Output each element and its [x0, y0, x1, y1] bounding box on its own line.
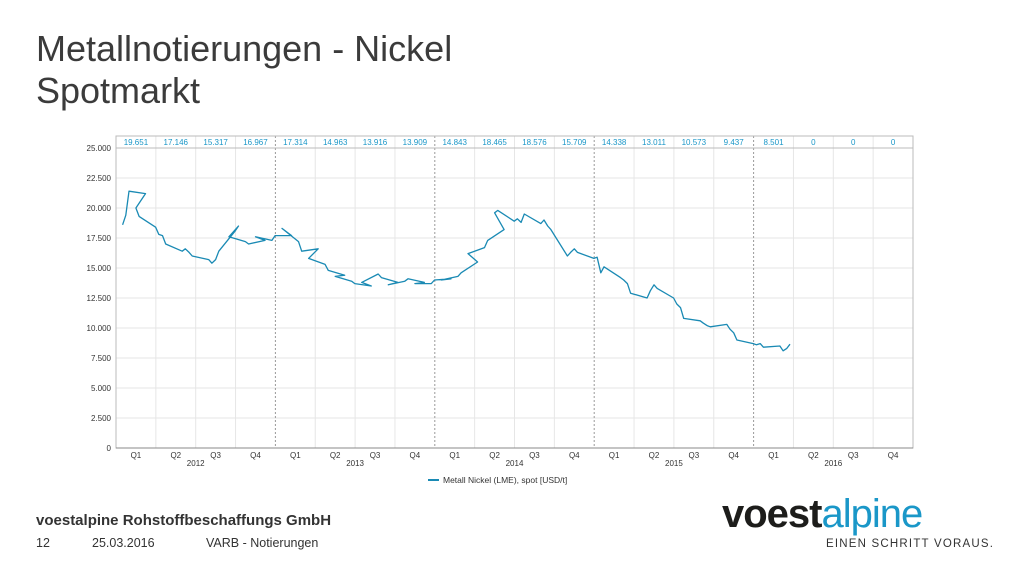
y-tick-label: 0: [107, 444, 112, 453]
x-tick-label-quarter: Q2: [330, 451, 341, 460]
y-tick-label: 5.000: [91, 384, 112, 393]
quarter-average-value: 15.709: [562, 138, 587, 147]
x-tick-label-quarter: Q3: [210, 451, 221, 460]
quarter-average-value: 18.576: [522, 138, 547, 147]
y-tick-label: 7.500: [91, 354, 112, 363]
quarter-average-value: 15.317: [203, 138, 228, 147]
y-tick-label: 25.000: [87, 144, 112, 153]
x-tick-label-year: 2014: [506, 459, 524, 468]
company-name: voestalpine Rohstoffbeschaffungs GmbH: [36, 512, 332, 529]
x-tick-label-quarter: Q1: [449, 451, 460, 460]
legend-label: Metall Nickel (LME), spot [USD/t]: [443, 475, 567, 485]
x-tick-label-year: 2016: [824, 459, 842, 468]
x-tick-label-quarter: Q1: [131, 451, 142, 460]
title-line-1: Metallnotierungen - Nickel: [36, 28, 453, 69]
x-tick-label-quarter: Q1: [768, 451, 779, 460]
quarter-average-value: 19.651: [124, 138, 149, 147]
page-title: Metallnotierungen - Nickel Spotmarkt: [36, 28, 736, 112]
x-tick-label-quarter: Q2: [170, 451, 181, 460]
x-tick-label-quarter: Q3: [848, 451, 859, 460]
x-tick-label-quarter: Q1: [609, 451, 620, 460]
quarter-average-value: 10.573: [682, 138, 707, 147]
quarter-average-value: 14.963: [323, 138, 348, 147]
footer-section: VARB - Notierungen: [206, 536, 319, 550]
y-tick-label: 2.500: [91, 414, 112, 423]
quarter-average-value: 13.909: [403, 138, 428, 147]
footer-date: 25.03.2016: [92, 536, 155, 550]
x-tick-label-quarter: Q3: [529, 451, 540, 460]
x-tick-label-quarter: Q2: [649, 451, 660, 460]
page-number: 12: [36, 536, 50, 550]
quarter-average-value: 17.314: [283, 138, 308, 147]
x-tick-label-quarter: Q3: [370, 451, 381, 460]
x-tick-label-year: 2012: [187, 459, 205, 468]
y-tick-label: 10.000: [87, 324, 112, 333]
quarter-average-value: 0: [891, 138, 896, 147]
y-tick-label: 22.500: [87, 174, 112, 183]
quarter-average-value: 17.146: [164, 138, 189, 147]
x-tick-label-quarter: Q4: [250, 451, 261, 460]
quarter-average-value: 13.916: [363, 138, 388, 147]
logo-text-voest: voest: [722, 492, 822, 536]
x-tick-label-quarter: Q2: [489, 451, 500, 460]
logo-text-alpine: alpine: [821, 492, 924, 536]
x-tick-label-quarter: Q2: [808, 451, 819, 460]
quarter-average-value: 0: [811, 138, 816, 147]
x-tick-label-quarter: Q4: [569, 451, 580, 460]
x-tick-label-quarter: Q4: [410, 451, 421, 460]
voestalpine-logo: voestalpine: [722, 492, 924, 536]
quarter-average-value: 14.338: [602, 138, 627, 147]
brand-slogan: EINEN SCHRITT VORAUS.: [826, 538, 995, 550]
y-tick-label: 20.000: [87, 204, 112, 213]
x-tick-label-quarter: Q4: [888, 451, 899, 460]
quarter-average-value: 13.011: [642, 138, 666, 147]
x-tick-label-year: 2015: [665, 459, 683, 468]
x-tick-label-quarter: Q1: [290, 451, 301, 460]
x-tick-label-quarter: Q4: [728, 451, 739, 460]
quarter-average-value: 8.501: [764, 138, 785, 147]
quarter-average-value: 18.465: [482, 138, 507, 147]
quarter-average-value: 14.843: [442, 138, 467, 147]
x-tick-label-year: 2013: [346, 459, 364, 468]
title-line-2: Spotmarkt: [36, 70, 201, 111]
y-tick-label: 15.000: [87, 264, 112, 273]
x-tick-label-quarter: Q3: [688, 451, 699, 460]
quarter-average-value: 16.967: [243, 138, 268, 147]
y-tick-label: 17.500: [87, 234, 112, 243]
series-line-nickel: [121, 190, 791, 352]
quarter-average-value: 9.437: [724, 138, 745, 147]
y-tick-label: 12.500: [87, 294, 112, 303]
quarter-average-value: 0: [851, 138, 856, 147]
